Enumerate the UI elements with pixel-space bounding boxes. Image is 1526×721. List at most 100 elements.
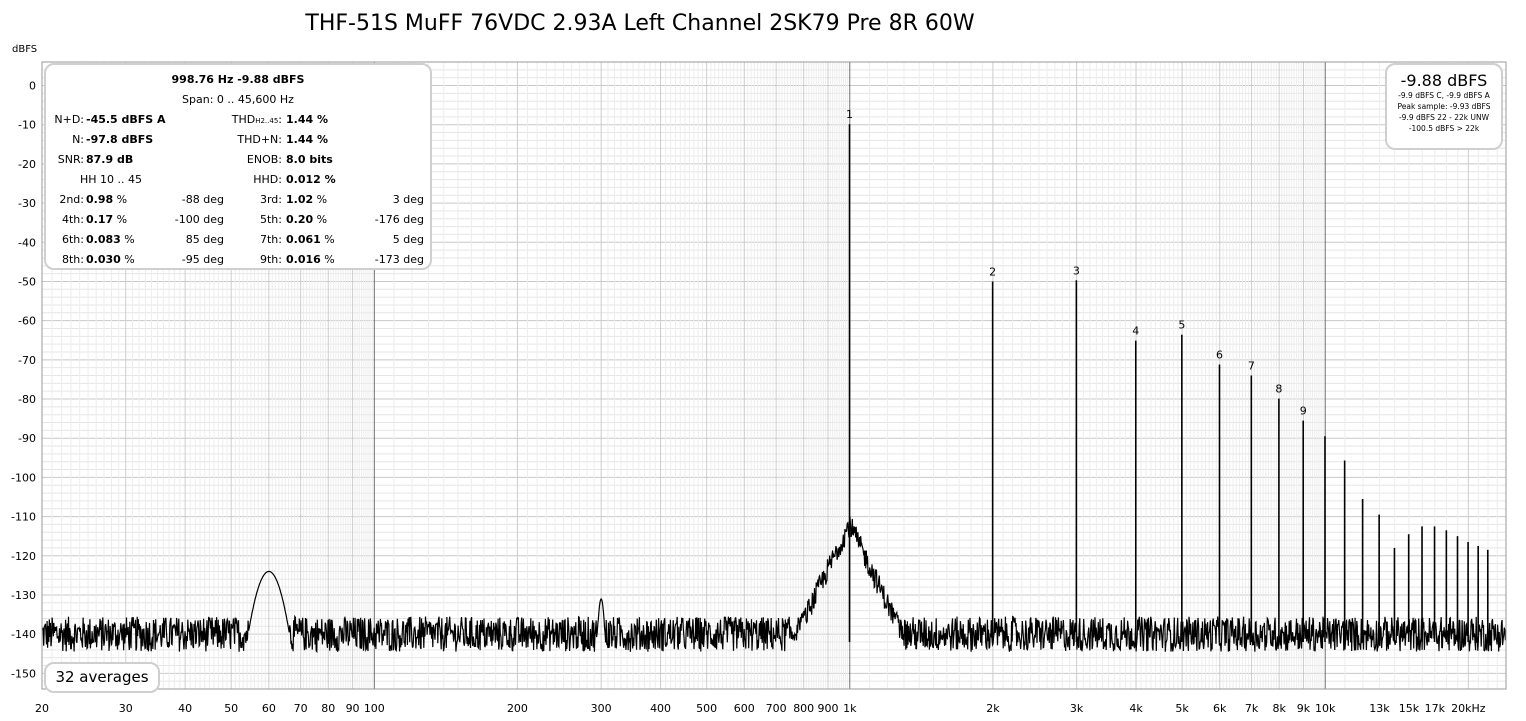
harmonic-label: 2nd: [59,193,84,206]
x-tick-label: 600 [734,702,755,715]
x-tick-label: 80 [321,702,335,715]
harmonic-phase: -176 deg [374,213,424,226]
harmonic-number: 7 [1248,360,1255,373]
fundamental-readout: 998.76 Hz -9.88 dBFS [171,73,305,86]
x-tick-label: 90 [346,702,360,715]
harmonic-markers: 1 2 3 4 5 6 7 8 9 [846,108,1489,642]
harmonic-number: 8 [1275,383,1282,396]
y-tick-label: -150 [11,667,36,680]
x-tick-label: 9k [1297,702,1311,715]
x-tick-label: 50 [224,702,238,715]
harmonic-phase: -95 deg [181,253,224,266]
harmonic-value: 0.030 % [86,253,135,266]
level-detail: -9.9 dBFS C, -9.9 dBFS A [1398,91,1490,100]
x-tick-label: 200 [507,702,528,715]
x-tick-label: 20kHz [1451,702,1486,715]
y-tick-label: -140 [11,628,36,641]
x-tick-label: 30 [119,702,133,715]
thd-label: THDH2..45: [231,113,282,126]
x-tick-label: 5k [1175,702,1189,715]
harmonic-phase: -88 deg [181,193,224,206]
harmonic-label: 5th: [260,213,282,226]
nd-label: N+D: [54,113,84,126]
harmonic-phase: -100 deg [174,213,224,226]
x-tick-label: 2k [986,702,1000,715]
harmonic-number: 5 [1178,319,1185,332]
y-tick-label: -60 [18,315,36,328]
x-tick-label: 300 [591,702,612,715]
harmonic-value: 0.20 % [286,213,328,226]
level-detail: -9.9 dBFS 22 - 22k UNW [1398,113,1490,122]
x-tick-label: 900 [818,702,839,715]
x-tick-label: 10k [1315,702,1336,715]
n-value: -97.8 dBFS [86,133,154,146]
harmonic-number: 6 [1216,349,1223,362]
y-tick-label: -80 [18,393,36,406]
x-tick-labels: 20 30 40 50 60 70 80 90 100 200 300 400 500 600 700 800… [35,702,1486,715]
y-tick-label: -90 [18,432,36,445]
harmonic-number: 2 [989,265,996,278]
harmonic-value: 0.061 % [286,233,335,246]
spectrum-trace [41,516,1507,654]
harmonic-value: 0.98 % [86,193,128,206]
x-tick-label: 800 [793,702,814,715]
x-tick-label: 1k [843,702,857,715]
nd-value: -45.5 dBFS A [86,113,166,126]
x-tick-label: 7k [1245,702,1259,715]
harmonic-label: 8th: [62,253,84,266]
snr-value: 87.9 dB [86,153,134,166]
x-tick-label: 8k [1272,702,1286,715]
x-tick-label: 70 [294,702,308,715]
harmonic-value: 0.016 % [286,253,335,266]
y-axis-label: dBFS [12,44,37,55]
hh-range: HH 10 .. 45 [80,173,143,186]
plot-frame [41,61,1507,690]
harmonic-value: 1.02 % [286,193,328,206]
harmonic-label: 6th: [62,233,84,246]
span-readout: Span: 0 .. 45,600 Hz [182,93,294,106]
x-tick-label: 700 [766,702,787,715]
x-tick-label: 60 [262,702,276,715]
x-tick-label: 20 [35,702,49,715]
level-detail: Peak sample: -9.93 dBFS [1397,102,1491,111]
y-tick-label: -130 [11,589,36,602]
x-tick-label: 100 [364,702,385,715]
snr-label: SNR: [57,153,84,166]
x-tick-label: 6k [1213,702,1227,715]
y-tick-label: -40 [18,236,36,249]
y-tick-label: -50 [18,275,36,288]
level-readout: -9.88 dBFS [1400,71,1488,90]
y-tick-label: -30 [18,197,36,210]
y-tick-label: -110 [11,511,36,524]
harmonic-label: 9th: [260,253,282,266]
x-tick-label: 15k [1399,702,1420,715]
x-tick-label: 40 [178,702,192,715]
harmonic-value: 0.083 % [86,233,135,246]
n-label: N: [72,133,84,146]
hhd-label: HHD: [253,173,282,186]
thd-value: 1.44 % [286,113,328,126]
harmonic-value: 0.17 % [86,213,128,226]
enob-label: ENOB: [246,153,282,166]
harmonic-phase: 5 deg [392,233,424,246]
harmonic-number: 9 [1300,405,1307,418]
measurement-panel: 998.76 Hz -9.88 dBFS Span: 0 .. 45,600 H… [44,63,432,270]
harmonic-phase: 85 deg [185,233,224,246]
harmonic-number: 4 [1132,325,1139,338]
y-tick-label: -70 [18,354,36,367]
x-tick-label: 13k [1369,702,1390,715]
thdn-value: 1.44 % [286,133,328,146]
enob-value: 8.0 bits [286,153,333,166]
hhd-value: 0.012 % [286,173,336,186]
y-tick-label: -120 [11,550,36,563]
y-tick-label: -100 [11,471,36,484]
x-tick-label: 17k [1425,702,1446,715]
x-tick-label: 400 [650,702,671,715]
harmonic-label: 7th: [260,233,282,246]
level-detail: -100.5 dBFS > 22k [1408,124,1480,133]
harmonic-number: 1 [846,108,853,121]
harmonic-phase: 3 deg [392,193,424,206]
harmonic-label: 3rd: [259,193,282,206]
x-tick-label: 500 [696,702,717,715]
level-panel: -9.88 dBFS -9.9 dBFS C, -9.9 dBFS A Peak… [1385,63,1503,150]
